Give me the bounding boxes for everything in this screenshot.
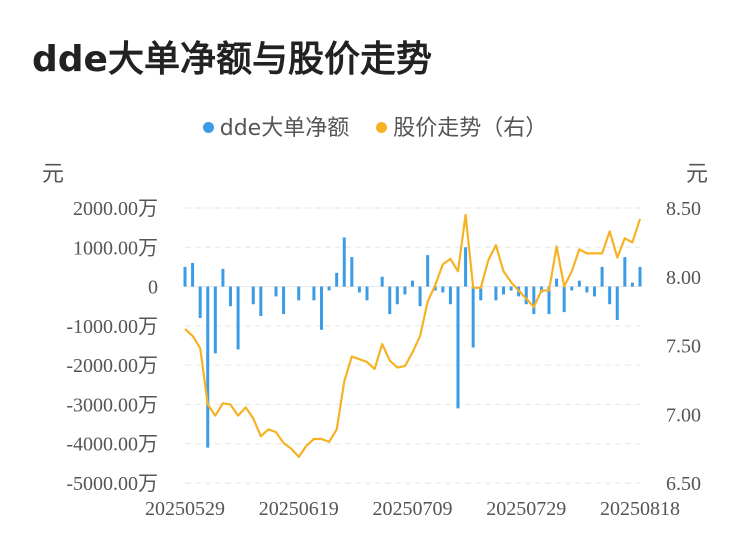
chart-legend: dde大单净额 股价走势（右） [0,110,750,142]
dde-bar [411,280,414,287]
dde-bar [524,286,528,305]
dde-bar [357,286,361,293]
legend-label-price: 股价走势（右） [393,116,548,141]
legend-item-price[interactable]: 股价走势（右） [376,110,547,142]
dde-bar [562,286,566,313]
dde-bar [403,286,407,295]
dde-bar [274,286,278,297]
right-tick-label: 8.00 [666,267,701,289]
left-tick-label: -3000.00万 [66,394,158,416]
left-tick-label: 0 [148,277,158,299]
dde-bar [297,286,301,301]
dde-bar [327,286,331,291]
left-tick-label: -5000.00万 [66,473,158,495]
dde-bar [494,286,498,301]
dde-bar [380,276,384,287]
left-tick-label: -4000.00万 [66,434,158,456]
dde-bar [282,286,286,315]
x-tick-label: 20250818 [600,498,680,520]
legend-item-dde[interactable]: dde大单净额 [202,110,350,142]
dde-bar [259,286,263,317]
dde-bar [350,257,354,287]
x-tick-label: 20250709 [373,498,453,520]
dde-bar [608,286,612,305]
dde-bar [547,286,551,315]
left-axis-unit: 元 [42,162,65,187]
dde-bar [229,286,232,307]
dde-bar [448,286,452,305]
dde-bar [623,257,627,287]
dde-bar [441,286,445,293]
dde-bar [251,286,255,305]
right-axis-unit: 元 [686,162,709,187]
dde-bar [479,286,483,301]
dde-bar [509,286,513,291]
dde-bar [630,282,634,287]
dde-bar [342,237,346,287]
dde-bar [198,286,202,318]
dde-bar [426,255,430,287]
dde-bar [320,286,323,330]
dde-bar [638,266,642,287]
dde-bar [191,263,195,287]
left-tick-label: 2000.00万 [73,198,158,220]
legend-label-dde: dde大单净额 [219,116,350,141]
dde-bar [577,280,581,287]
dde-bar [502,286,505,295]
left-tick-label: -2000.00万 [66,355,158,377]
dde-bar [456,286,460,409]
dde-bar [183,266,187,287]
price-line [184,213,642,458]
dde-bar [335,272,339,287]
dde-bar [532,286,536,315]
dde-bar [600,266,604,287]
dde-bar [570,286,574,291]
x-tick-label: 20250729 [486,498,566,520]
dde-bar [395,286,399,305]
dde-bar [464,247,468,287]
left-tick-label: -1000.00万 [66,316,158,338]
dde-bar [206,286,210,448]
dde-bar [615,286,619,320]
right-tick-label: 6.50 [666,473,701,495]
right-tick-label: 8.50 [666,198,701,220]
x-tick-label: 20250619 [259,498,339,520]
dde-bar [418,286,422,307]
left-tick-label: 1000.00万 [73,237,158,259]
dde-bar [388,286,392,315]
dde-bar [593,286,596,297]
dde-bar [433,286,437,291]
dde-bar [213,286,217,354]
dde-bar [471,286,475,348]
legend-dot-dde [202,122,214,133]
dde-bar [365,286,369,301]
x-tick-label: 20250529 [145,498,225,520]
dde-bar [312,286,316,301]
dde-bar [585,286,589,293]
legend-dot-price [376,122,388,133]
dde-bar [236,286,240,350]
right-tick-label: 7.00 [666,404,701,426]
dde-bar [221,268,225,287]
chart-title: dde大单净额与股价走势 [32,39,432,80]
right-tick-label: 7.50 [666,336,701,358]
dde-bar [555,278,559,287]
